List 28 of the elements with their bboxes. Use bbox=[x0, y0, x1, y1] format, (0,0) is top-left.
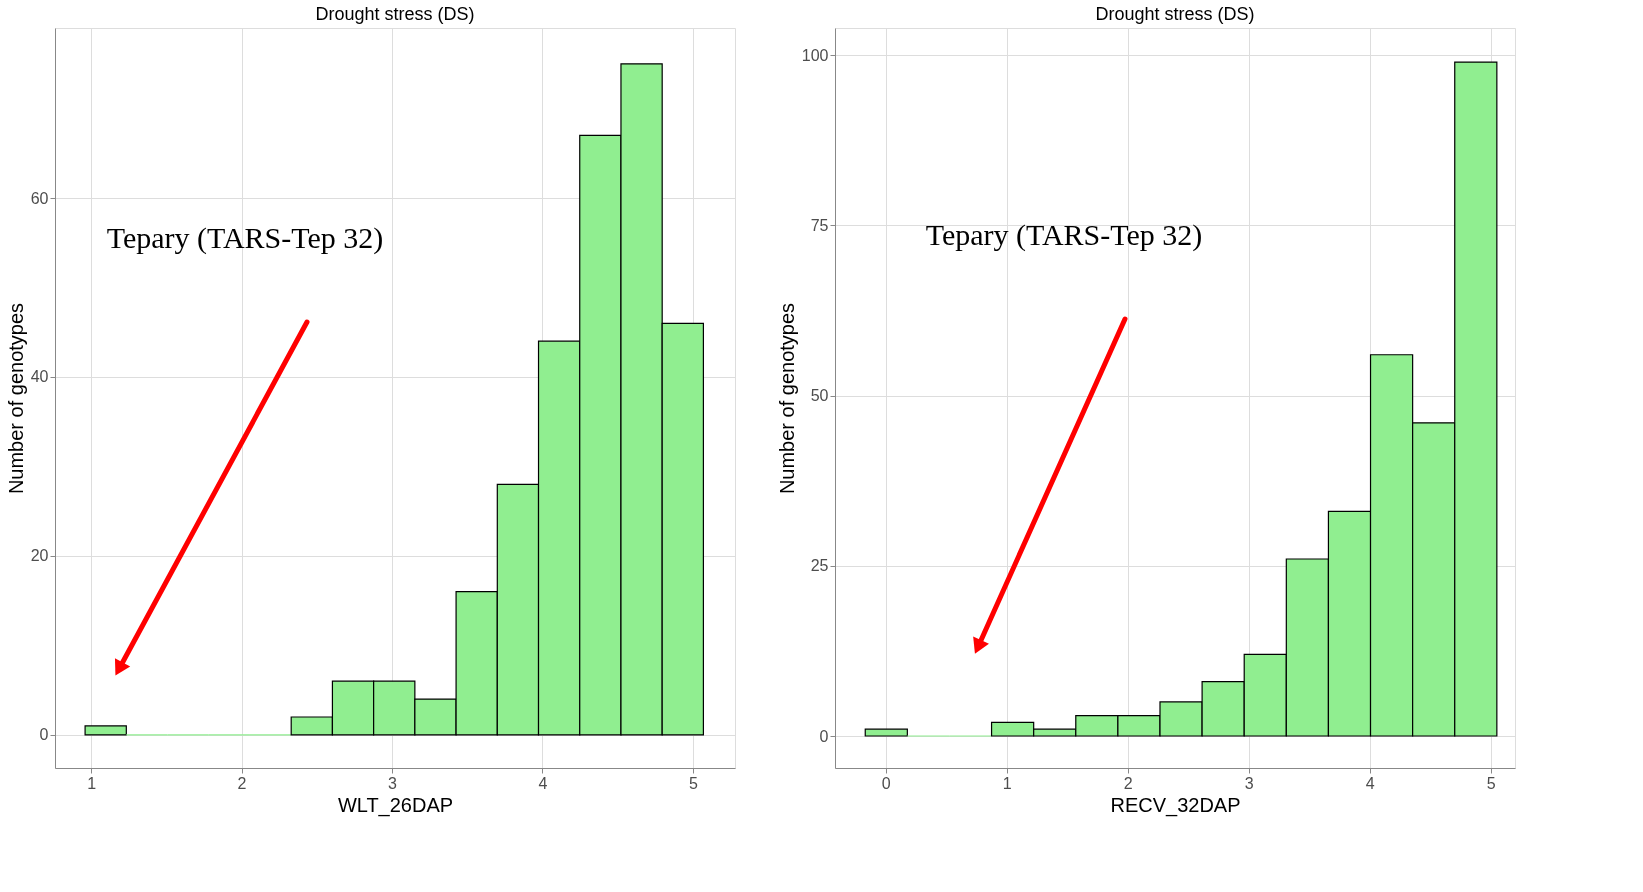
y-tick-label: 0 bbox=[39, 726, 49, 744]
x-tick-label: 1 bbox=[87, 774, 97, 792]
x-axis-title: WLT_26DAP bbox=[337, 793, 454, 817]
annotation: Tepary (TARS-Tep 32) bbox=[925, 218, 1203, 252]
y-tick-label: 100 bbox=[801, 46, 829, 64]
x-tick-label: 1 bbox=[1002, 774, 1012, 792]
y-tick-label: 60 bbox=[30, 189, 49, 207]
y-tick-label: 0 bbox=[819, 727, 829, 745]
x-tick-label: 3 bbox=[1244, 774, 1254, 792]
x-axis-title: RECV_32DAP bbox=[1110, 793, 1241, 817]
y-axis-title: Number of genotypes bbox=[4, 302, 27, 495]
x-tick-label: 5 bbox=[688, 774, 698, 792]
y-tick-label: 75 bbox=[810, 216, 829, 234]
x-tick-label: 5 bbox=[1486, 774, 1496, 792]
x-tick-label: 2 bbox=[1123, 774, 1133, 792]
x-tick-label: 2 bbox=[237, 774, 247, 792]
y-tick-label: 50 bbox=[810, 387, 829, 405]
x-tick-label: 4 bbox=[1365, 774, 1375, 792]
chart-title: Drought stress (DS) bbox=[1095, 4, 1255, 24]
x-tick-label: 0 bbox=[881, 774, 891, 792]
x-tick-label: 4 bbox=[538, 774, 548, 792]
y-tick-label: 40 bbox=[30, 368, 49, 386]
y-tick-label: 25 bbox=[810, 557, 829, 575]
annotation: Tepary (TARS-Tep 32) bbox=[106, 221, 384, 255]
y-tick-label: 20 bbox=[30, 547, 49, 565]
y-axis-title: Number of genotypes bbox=[775, 302, 798, 495]
x-tick-label: 3 bbox=[388, 774, 398, 792]
chart-title: Drought stress (DS) bbox=[315, 4, 475, 24]
